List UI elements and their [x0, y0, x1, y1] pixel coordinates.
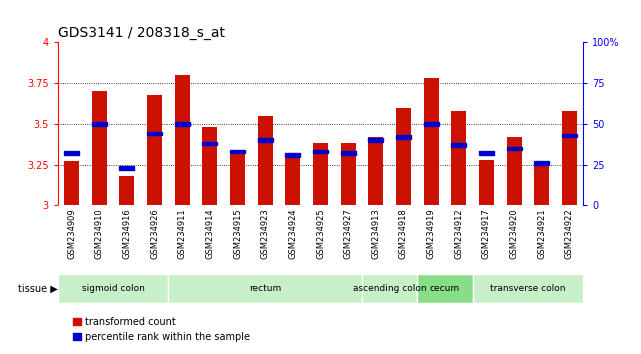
- Text: GSM234915: GSM234915: [233, 209, 242, 259]
- Bar: [285, 153, 301, 156]
- Text: transverse colon: transverse colon: [490, 284, 566, 293]
- Text: GSM234919: GSM234919: [427, 209, 436, 259]
- Text: GSM234918: GSM234918: [399, 209, 408, 259]
- Bar: [174, 75, 190, 205]
- Bar: [424, 78, 439, 205]
- FancyBboxPatch shape: [362, 274, 417, 303]
- Text: GSM234914: GSM234914: [205, 209, 214, 259]
- Bar: [479, 160, 494, 205]
- Text: GSM234916: GSM234916: [122, 209, 131, 259]
- Bar: [119, 166, 135, 170]
- Text: cecum: cecum: [430, 284, 460, 293]
- FancyBboxPatch shape: [169, 274, 362, 303]
- Text: GSM234913: GSM234913: [371, 209, 380, 259]
- Text: GSM234922: GSM234922: [565, 209, 574, 259]
- Text: GSM234910: GSM234910: [95, 209, 104, 259]
- Bar: [203, 142, 217, 145]
- Text: sigmoid colon: sigmoid colon: [81, 284, 144, 293]
- Text: tissue ▶: tissue ▶: [18, 284, 58, 293]
- Bar: [396, 135, 411, 139]
- FancyBboxPatch shape: [472, 274, 583, 303]
- Bar: [562, 111, 577, 205]
- Text: GSM234911: GSM234911: [178, 209, 187, 259]
- Bar: [119, 176, 135, 205]
- Bar: [368, 137, 383, 205]
- Bar: [258, 138, 273, 142]
- Bar: [230, 152, 245, 205]
- Bar: [451, 143, 467, 147]
- Text: GSM234924: GSM234924: [288, 209, 297, 259]
- Bar: [534, 161, 549, 165]
- Text: GSM234925: GSM234925: [316, 209, 325, 259]
- Bar: [424, 122, 439, 126]
- Bar: [230, 150, 245, 153]
- Bar: [479, 152, 494, 155]
- Bar: [147, 95, 162, 205]
- Text: ascending colon: ascending colon: [353, 284, 426, 293]
- Bar: [340, 152, 356, 155]
- Bar: [506, 137, 522, 205]
- Legend: transformed count, percentile rank within the sample: transformed count, percentile rank withi…: [69, 313, 253, 346]
- Bar: [64, 161, 79, 205]
- Text: GSM234912: GSM234912: [454, 209, 463, 259]
- Bar: [506, 147, 522, 150]
- Text: GSM234920: GSM234920: [510, 209, 519, 259]
- Text: GSM234917: GSM234917: [482, 209, 491, 259]
- Bar: [258, 116, 273, 205]
- Bar: [64, 152, 79, 155]
- Bar: [174, 122, 190, 126]
- Text: GSM234923: GSM234923: [261, 209, 270, 259]
- Bar: [396, 108, 411, 205]
- Bar: [451, 111, 467, 205]
- Bar: [562, 133, 577, 137]
- FancyBboxPatch shape: [417, 274, 472, 303]
- Text: GSM234921: GSM234921: [537, 209, 546, 259]
- Bar: [147, 132, 162, 136]
- Bar: [313, 150, 328, 153]
- Bar: [313, 143, 328, 205]
- Text: GDS3141 / 208318_s_at: GDS3141 / 208318_s_at: [58, 26, 225, 40]
- Text: GSM234909: GSM234909: [67, 209, 76, 259]
- Text: GSM234926: GSM234926: [150, 209, 159, 259]
- Text: rectum: rectum: [249, 284, 281, 293]
- Text: GSM234927: GSM234927: [344, 209, 353, 259]
- Bar: [285, 156, 301, 205]
- Bar: [203, 127, 217, 205]
- Bar: [340, 143, 356, 205]
- Bar: [92, 91, 107, 205]
- Bar: [92, 122, 107, 126]
- FancyBboxPatch shape: [58, 274, 169, 303]
- Bar: [534, 163, 549, 205]
- Bar: [368, 138, 383, 142]
